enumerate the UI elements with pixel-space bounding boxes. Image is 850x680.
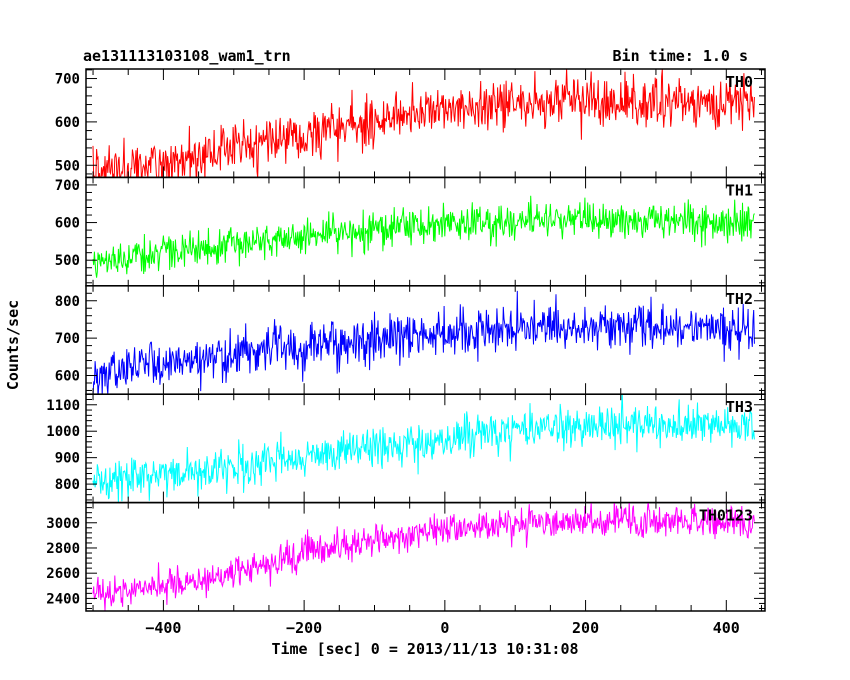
panel-th3: 800 900 1000 1100 TH3: [46, 393, 766, 504]
y-tick-label: 3000: [46, 516, 80, 532]
y-tick-label: 900: [55, 451, 80, 467]
series-line-th2: [92, 290, 755, 395]
y-tick-label: 600: [55, 216, 80, 232]
x-tick-label: 200: [572, 619, 599, 637]
panel-frame: [85, 501, 766, 612]
bin-time-label: Bin time: 1.0 s: [613, 47, 748, 65]
y-axis-label: Counts/sec: [4, 300, 22, 390]
x-tick-label: −400: [145, 619, 181, 637]
y-tick-label: 700: [55, 331, 80, 347]
series-line-th1: [92, 195, 755, 278]
y-tick-label: 800: [55, 477, 80, 493]
x-tick-label: −200: [286, 619, 322, 637]
y-tick-label: 1000: [46, 424, 80, 440]
panel-label-th0123: TH0123: [699, 507, 753, 525]
panel-group: 500 600 700 TH0 500 600 700 TH1 600 700 800 TH2 800 9…: [46, 68, 766, 637]
series-line-th0: [92, 69, 755, 178]
y-tick-label: 500: [55, 253, 80, 269]
y-tick-label: 600: [55, 369, 80, 385]
panel-label-th2: TH2: [726, 290, 753, 308]
x-axis-label: Time [sec] 0 = 2013/11/13 10:31:08: [271, 640, 578, 658]
x-tick-label: 400: [713, 619, 740, 637]
y-tick-label: 700: [55, 72, 80, 88]
chart-title: ae131113103108_wam1_trn: [83, 47, 291, 65]
y-tick-label: 2400: [46, 591, 80, 607]
y-tick-label: 2800: [46, 541, 80, 557]
x-tick-label: 0: [440, 619, 449, 637]
series-line-th3: [92, 394, 755, 503]
series-line-th0123: [92, 502, 755, 612]
y-tick-label: 600: [55, 115, 80, 131]
panel-label-th0: TH0: [726, 73, 753, 91]
panel-th0123: 2400 2600 2800 3000 TH0123: [46, 501, 766, 612]
y-tick-label: 500: [55, 158, 80, 174]
y-tick-label: 2600: [46, 566, 80, 582]
panel-label-th3: TH3: [726, 398, 753, 416]
y-tick-label: 700: [55, 178, 80, 194]
panel-label-th1: TH1: [726, 181, 753, 199]
y-tick-label: 800: [55, 294, 80, 310]
panel-th2: 600 700 800 TH2: [55, 285, 766, 395]
panel-th1: 500 600 700 TH1: [55, 176, 766, 287]
y-tick-label: 1100: [46, 398, 80, 414]
